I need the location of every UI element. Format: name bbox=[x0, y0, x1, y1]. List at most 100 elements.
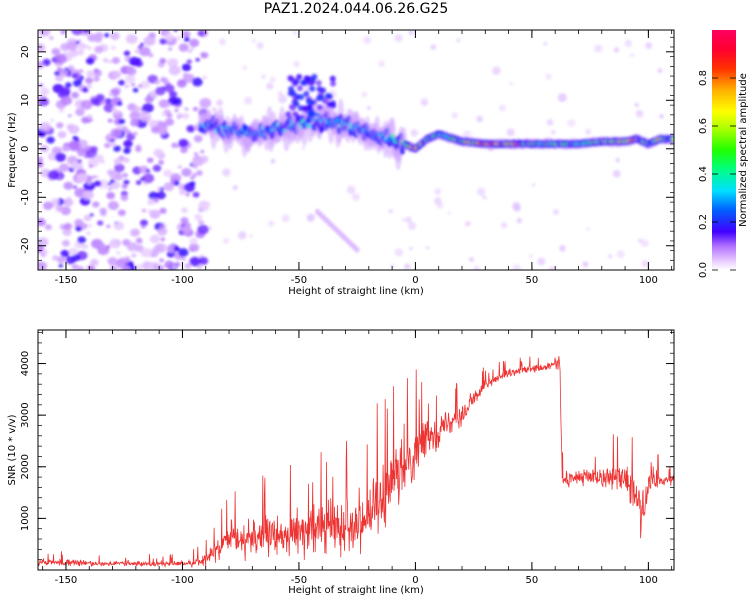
spectral-blob bbox=[285, 111, 292, 118]
spectral-blob bbox=[65, 82, 72, 88]
spectral-blob bbox=[451, 111, 459, 119]
spectral-blob bbox=[104, 32, 110, 38]
spectral-blob bbox=[141, 248, 153, 258]
spectral-blob bbox=[88, 164, 93, 168]
spectral-blob bbox=[126, 67, 137, 76]
spectral-blob bbox=[193, 165, 198, 169]
spectral-blob bbox=[140, 80, 151, 89]
spectral-blob bbox=[99, 207, 107, 215]
spectral-blob bbox=[582, 261, 589, 268]
spectral-blob bbox=[193, 135, 203, 143]
spectral-blob bbox=[268, 220, 275, 227]
spectrogram-x-tick-label: 0 bbox=[412, 275, 418, 286]
spectral-blob bbox=[38, 43, 46, 53]
spectral-blob bbox=[144, 95, 154, 104]
snr-x-tick-label: 100 bbox=[639, 575, 658, 586]
spectral-blob bbox=[168, 47, 173, 51]
spectral-blob bbox=[44, 224, 52, 231]
spectral-blob bbox=[39, 121, 52, 132]
spectral-blob bbox=[141, 208, 147, 213]
spectral-blob bbox=[47, 152, 58, 161]
ridge-halo bbox=[389, 117, 396, 141]
spectral-blob bbox=[72, 185, 77, 189]
spectral-blob bbox=[55, 74, 64, 82]
spectral-blob bbox=[130, 118, 140, 127]
spectral-blob bbox=[158, 99, 170, 109]
spectral-blob bbox=[167, 58, 179, 68]
spectral-blob bbox=[166, 103, 171, 107]
spectral-blob bbox=[404, 263, 411, 270]
spectral-blob bbox=[66, 196, 72, 201]
spectral-blob bbox=[183, 77, 188, 81]
spectral-blob bbox=[146, 157, 154, 164]
spectral-blob bbox=[630, 53, 634, 57]
spectral-blob bbox=[181, 207, 188, 214]
spectral-blob bbox=[216, 99, 223, 107]
spectral-blob bbox=[89, 213, 94, 217]
spectral-blob bbox=[50, 118, 55, 123]
spectral-blob bbox=[291, 80, 298, 87]
spectral-blob bbox=[38, 266, 43, 270]
spectrogram-x-tick-label: -150 bbox=[55, 275, 78, 286]
ridge-blobs bbox=[198, 73, 674, 253]
spectral-blob bbox=[109, 265, 117, 270]
spectral-blob bbox=[133, 105, 141, 112]
spectral-blob bbox=[75, 40, 80, 45]
spectral-blob bbox=[301, 146, 305, 150]
spectral-blob bbox=[594, 44, 603, 53]
spectral-blob bbox=[183, 73, 195, 84]
spectral-blob bbox=[298, 94, 305, 101]
spectral-blob bbox=[87, 46, 92, 50]
snr-x-tick-label: 50 bbox=[526, 575, 539, 586]
spectral-blob bbox=[405, 216, 412, 224]
spectral-blob bbox=[287, 75, 294, 82]
spectral-blob bbox=[378, 60, 385, 68]
spectral-blob bbox=[324, 92, 331, 99]
spectral-blob bbox=[121, 183, 128, 189]
spectral-blob bbox=[147, 198, 156, 206]
spectral-blob bbox=[57, 205, 65, 211]
spectral-blob bbox=[107, 182, 112, 186]
spectral-blob bbox=[186, 59, 193, 64]
spectral-blob bbox=[281, 214, 290, 223]
spectral-blob bbox=[49, 36, 54, 40]
spectrogram-frame bbox=[37, 29, 675, 271]
spectral-blob bbox=[56, 122, 64, 129]
spectral-blob bbox=[129, 111, 141, 121]
spectral-blob bbox=[545, 73, 552, 80]
spectral-blob bbox=[394, 33, 403, 43]
spectral-blob bbox=[67, 65, 75, 71]
spectral-blob bbox=[109, 141, 117, 147]
spectral-blob bbox=[51, 47, 61, 56]
spectral-blob bbox=[46, 136, 55, 144]
spectral-blob bbox=[114, 110, 121, 116]
spectral-blob bbox=[354, 246, 360, 253]
spectral-blob bbox=[191, 158, 202, 167]
spectral-blob bbox=[206, 201, 211, 206]
spectral-blob bbox=[657, 68, 663, 74]
snr-x-tick-label: -50 bbox=[291, 575, 307, 586]
spectral-blob bbox=[612, 169, 621, 178]
spectral-blob bbox=[82, 190, 94, 200]
spectral-blob bbox=[287, 90, 294, 97]
spectral-blob bbox=[557, 93, 567, 103]
spectral-blob bbox=[60, 95, 73, 106]
spectral-blob bbox=[197, 224, 209, 235]
spectral-blob bbox=[177, 165, 182, 169]
spectral-blob bbox=[192, 191, 200, 198]
spectral-blob bbox=[67, 113, 72, 118]
spectrogram-y-tick-label: 0 bbox=[20, 146, 31, 152]
spectral-blob bbox=[39, 83, 44, 87]
spectral-blob bbox=[83, 30, 90, 34]
spectral-blob bbox=[158, 159, 165, 165]
spectral-blob bbox=[125, 74, 136, 84]
spectral-blob bbox=[93, 69, 102, 77]
colorbar-tick-label: 0.8 bbox=[698, 70, 709, 86]
spectral-blob bbox=[219, 38, 227, 46]
spectral-blob bbox=[54, 152, 66, 162]
spectral-blob bbox=[40, 253, 46, 258]
spectral-blob bbox=[122, 156, 130, 163]
spectral-blob bbox=[434, 188, 441, 195]
spectrogram-x-tick-label: -100 bbox=[171, 275, 194, 286]
